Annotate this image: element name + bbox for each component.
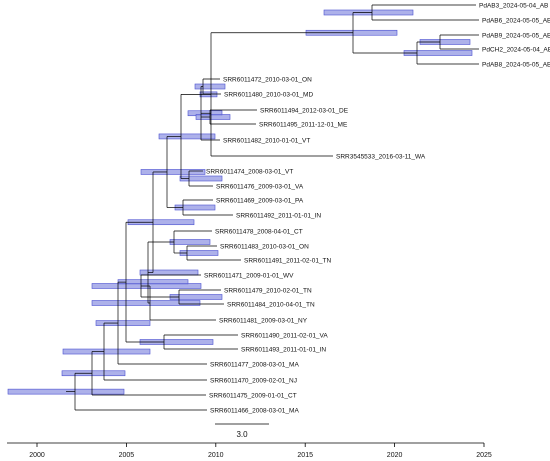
tip-label: SRR6011471_2009-01-01_WV <box>204 272 294 279</box>
hpd-bar <box>179 175 223 182</box>
axis-tick-label: 2015 <box>297 452 313 459</box>
hpd-bar <box>91 300 201 306</box>
tip-label: SRR6011494_2012-03-01_DE <box>260 107 349 114</box>
axis-tick-label: 2020 <box>387 452 403 459</box>
tip-label: PdAB6_2024-05-05_AB <box>482 17 550 24</box>
tip-label: SRR6011470_2009-02-01_NJ <box>210 377 297 384</box>
tip-label: SRR6011491_2011-02-01_TN <box>244 257 332 264</box>
tip-label: SRR6011476_2009-03-01_VA <box>216 183 304 190</box>
tip-label: SRR6011492_2011-01-01_IN <box>236 212 321 219</box>
tip-label: PdCH2_2024-05-04_AB <box>482 46 550 53</box>
tip-label: PdAB8_2024-05-05_AB <box>482 61 550 68</box>
tip-label: SRR6011483_2010-03-01_ON <box>220 243 309 250</box>
tip-label: SRR6011495_2011-12-01_ME <box>259 121 348 128</box>
axis-tick-label: 2005 <box>119 452 135 459</box>
hpd-bar <box>169 239 211 245</box>
axis-tick-label: 2025 <box>476 452 492 459</box>
hpd-bar <box>140 169 206 175</box>
tip-label: SRR6011493_2011-01-01_IN <box>241 346 326 353</box>
tip-label: SRR6011490_2011-02-01_VA <box>241 332 328 339</box>
tip-label: SRR6011482_2010-01-01_VT <box>223 137 310 144</box>
hpd-bar <box>62 348 151 355</box>
tip-label: PdAB3_2024-05-04_AB <box>479 2 548 9</box>
hpd-bar <box>195 114 231 120</box>
tip-label: SRR6011481_2009-03-01_NY <box>219 317 308 324</box>
hpd-bar <box>194 83 226 90</box>
tip-label: SRR6011479_2010-02-01_TN <box>224 287 312 294</box>
axis-tick-label: 2010 <box>208 452 224 459</box>
tip-label-layer: PdAB3_2024-05-04_AB PdAB6_2024-05-05_AB Pd… <box>204 2 550 414</box>
hpd-bar <box>95 320 151 326</box>
tip-label: SRR6011484_2010-04-01_TN <box>227 301 315 308</box>
tip-label: SRR6011474_2008-03-01_VT <box>206 168 293 175</box>
tip-label: SRR6011478_2008-04-01_CT <box>215 228 303 235</box>
hpd-bar <box>158 133 216 140</box>
hpd-bar <box>61 370 126 377</box>
tip-label: SRR6011469_2009-03-01_PA <box>216 197 304 204</box>
scale-bar: 3.0 <box>215 423 269 439</box>
scale-bar-label: 3.0 <box>236 430 248 439</box>
axis-tick-label: 2000 <box>29 452 45 459</box>
axis-tick-layer: 2000 2005 2010 2015 2020 2025 <box>29 443 492 459</box>
tip-label: PdAB9_2024-05-05_AB <box>482 32 550 39</box>
tip-label: SRR6011466_2008-03-01_MA <box>210 407 299 414</box>
tip-label: SRR6011480_2010-03-01_MD <box>224 91 313 98</box>
tip-label: SRR6011477_2008-03-01_MA <box>210 361 299 368</box>
tip-label: SRR6011472_2010-03-01_ON <box>223 76 312 83</box>
tip-label: SRR3545533_2016-03-11_WA <box>336 153 426 160</box>
branch-layer <box>66 4 479 411</box>
tip-label: SRR6011475_2009-01-01_CT <box>209 392 297 399</box>
time-axis: 2000 2005 2010 2015 2020 2025 <box>7 442 492 459</box>
